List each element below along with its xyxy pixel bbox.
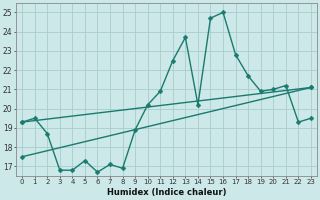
X-axis label: Humidex (Indice chaleur): Humidex (Indice chaleur) [107, 188, 226, 197]
